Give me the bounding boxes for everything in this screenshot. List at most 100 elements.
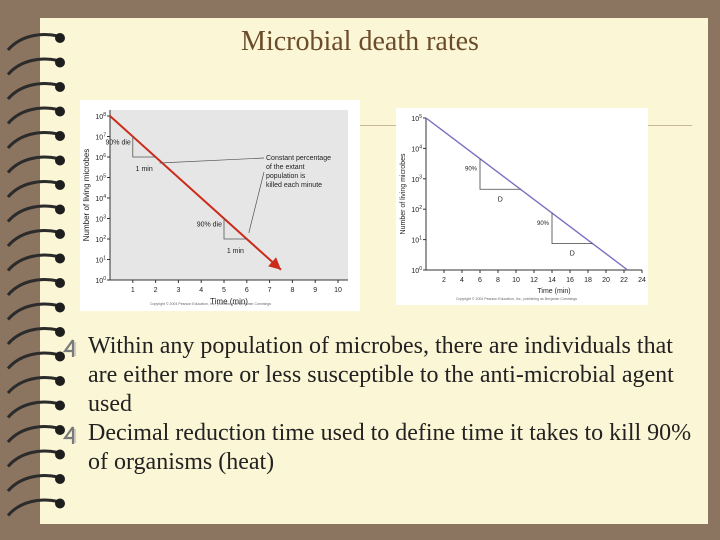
binding-hole — [55, 131, 65, 141]
bullet-text: Decimal reduction time used to define ti… — [88, 420, 692, 475]
x-tick-label: 14 — [548, 277, 556, 284]
bullet-list: Within any population of microbes, there… — [62, 332, 702, 477]
y-axis-label: Number of living microbes — [400, 153, 407, 234]
binding-ring — [6, 180, 59, 199]
binding-ring — [6, 400, 59, 419]
binding-ring — [6, 278, 59, 297]
y-tick-label: 100 — [95, 276, 106, 285]
x-tick-label: 18 — [584, 277, 592, 284]
x-tick-label: 6 — [245, 287, 249, 294]
death-rate-chart-linear-scale: 100 101 102 103 104 105 106 107 108 1 2 3 4 5 6 7 8 9 10 Ti… — [80, 100, 360, 311]
x-tick-label: 8 — [290, 287, 294, 294]
x-tick-label: 1 — [131, 287, 135, 294]
binding-hole — [55, 327, 65, 337]
binding-ring — [6, 302, 59, 321]
y-tick-label: 104 — [95, 194, 106, 203]
binding-hole — [55, 400, 65, 411]
credit-text: Copyright © 2004 Pearson Education, Inc.… — [456, 297, 577, 301]
annotation-label: 90% — [537, 221, 550, 227]
credit-text: Copyright © 2004 Pearson Education, Inc.… — [150, 302, 271, 306]
binding-ring — [6, 425, 59, 444]
binding-hole — [55, 155, 65, 166]
binding-hole — [55, 180, 65, 190]
y-tick-label: 103 — [411, 175, 422, 184]
binding-ring — [6, 204, 59, 223]
x-tick-label: 4 — [199, 287, 203, 294]
callout-leader — [159, 157, 265, 164]
binding-hole — [55, 449, 65, 460]
y-tick-label: 104 — [411, 144, 422, 153]
step-bracket — [132, 136, 156, 158]
bullet-item: Within any population of microbes, there… — [62, 332, 702, 419]
x-tick-label: 10 — [334, 287, 342, 294]
y-tick-label: 100 — [411, 266, 422, 275]
bullet-text: Within any population of microbes, there… — [88, 333, 674, 417]
annotation-note: 1 min — [136, 166, 153, 173]
x-tick-label: 2 — [154, 287, 158, 294]
x-tick-label: 10 — [512, 277, 520, 284]
binding-hole — [55, 351, 65, 362]
annotation-note: 1 min — [227, 248, 244, 255]
binding-hole — [55, 376, 65, 386]
x-tick-label: 4 — [460, 277, 464, 284]
binding-ring — [6, 155, 59, 174]
binding-hole — [55, 474, 65, 484]
callout-text: Constant percentage of the extant populati… — [266, 155, 331, 189]
annotation-note: D — [570, 251, 575, 258]
x-tick-label: 2 — [442, 277, 446, 284]
binding-ring — [6, 449, 59, 468]
binding-hole — [55, 253, 65, 264]
binding-ring — [6, 33, 59, 52]
binding-ring — [6, 82, 59, 101]
annotation-label: 90% — [465, 167, 478, 173]
x-tick-label: 7 — [268, 287, 272, 294]
binding-hole — [55, 498, 65, 509]
binding-hole — [55, 106, 65, 117]
binding-hole — [55, 425, 65, 435]
x-tick-label: 5 — [222, 287, 226, 294]
spiral-binding — [6, 33, 65, 517]
bullet-4-icon — [62, 339, 76, 357]
y-tick-label: 105 — [95, 173, 106, 182]
binding-hole — [55, 33, 65, 43]
binding-ring — [6, 498, 59, 517]
x-tick-label: 3 — [176, 287, 180, 294]
binding-ring — [6, 253, 59, 272]
step-bracket — [223, 218, 247, 240]
series-line — [425, 117, 629, 271]
annotation-label: 90% die — [106, 140, 131, 147]
x-tick-label: 20 — [602, 277, 610, 284]
y-tick-label: 101 — [411, 235, 422, 244]
binding-ring — [6, 106, 59, 125]
y-tick-label: 102 — [95, 235, 106, 244]
binding-ring — [6, 57, 59, 76]
x-tick-label: 6 — [478, 277, 482, 284]
annotation-label: 90% die — [197, 222, 222, 229]
x-tick-label: 16 — [566, 277, 574, 284]
y-tick-label: 103 — [95, 214, 106, 223]
binding-hole — [55, 278, 65, 288]
y-tick-label: 108 — [95, 112, 106, 121]
binding-hole — [55, 204, 65, 215]
y-tick-label: 107 — [95, 132, 106, 141]
step-bracket — [551, 213, 593, 244]
x-tick-label: 22 — [620, 277, 628, 284]
x-axis-label: Time (min) — [210, 297, 248, 306]
annotation-note: D — [498, 196, 503, 203]
plot-area — [110, 110, 348, 280]
step-bracket — [479, 158, 521, 190]
callout-leader — [248, 171, 265, 234]
y-tick-label: 105 — [411, 114, 422, 123]
y-axis-label: Number of living microbes — [82, 149, 91, 241]
binding-hole — [55, 302, 65, 313]
y-tick-label: 102 — [411, 205, 422, 214]
binding-hole — [55, 82, 65, 92]
x-tick-label: 24 — [638, 277, 646, 284]
binding-ring — [6, 229, 59, 248]
x-axis-label: Time (min) — [537, 288, 570, 295]
x-tick-label: 8 — [496, 277, 500, 284]
binding-ring — [6, 376, 59, 395]
binding-hole — [55, 229, 65, 239]
binding-ring — [6, 327, 59, 346]
y-tick-label: 101 — [95, 255, 106, 264]
